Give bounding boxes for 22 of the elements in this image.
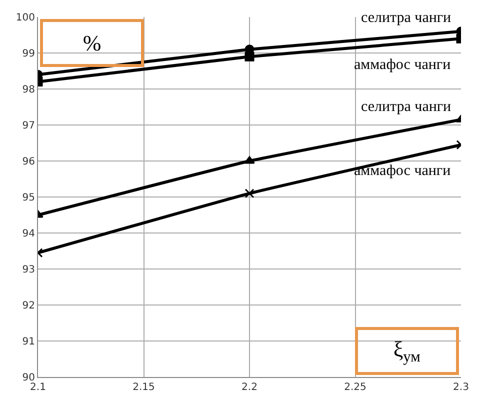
x-tick-label: 2.3	[453, 382, 469, 393]
series-label: аммафос чанги	[354, 57, 451, 73]
x-tick-label: 2.15	[132, 382, 155, 393]
y-tick-label: 94	[22, 228, 35, 240]
series-label: селитра чанги	[361, 99, 452, 115]
y-axis-title: %	[82, 30, 102, 56]
y-tick-label: 95	[22, 192, 35, 204]
y-tick-label: 98	[22, 84, 35, 96]
y-tick-label: 91	[22, 336, 35, 348]
y-tick-label: 96	[22, 156, 35, 168]
x-tick-label: 2.1	[30, 382, 46, 393]
y-tick-label: 92	[22, 300, 35, 312]
y-tick-label: 100	[16, 12, 35, 24]
y-tick-label: 90	[22, 372, 35, 384]
x-tick-label: 2.25	[344, 382, 366, 393]
y-tick-label: 93	[22, 264, 35, 276]
x-tick-label: 2.2	[242, 382, 258, 393]
series-label: аммафос чанги	[354, 163, 451, 179]
series-label: селитра чанги	[361, 10, 452, 26]
x-axis-title: ξ$_{ум}$	[393, 336, 421, 366]
y-tick-label: 97	[22, 120, 35, 132]
y-tick-label: 99	[22, 48, 35, 60]
